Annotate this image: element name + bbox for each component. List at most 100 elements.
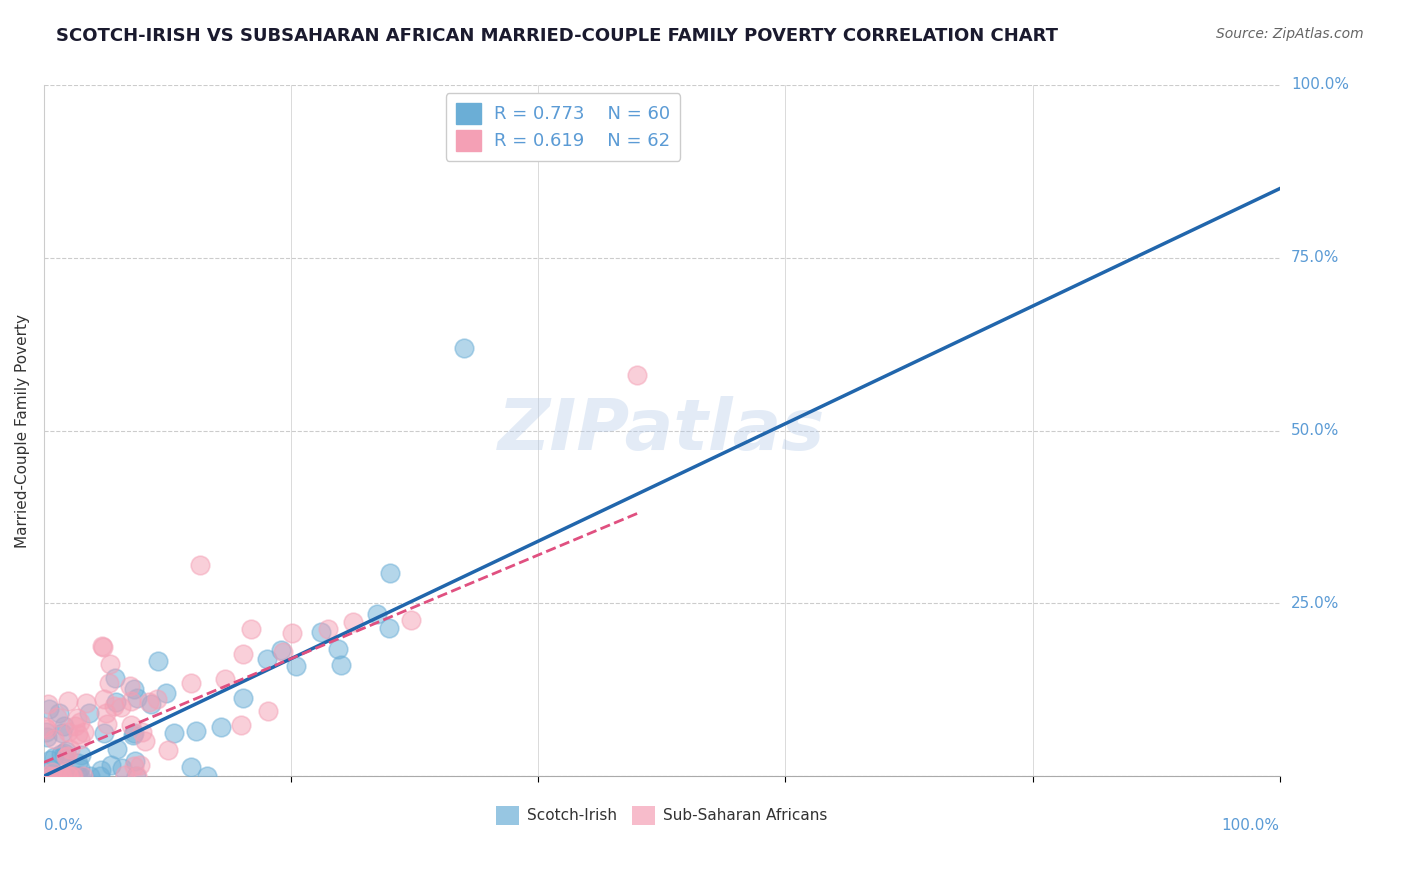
Text: 50.0%: 50.0% [1291, 423, 1339, 438]
Sub-Saharan Africans [56, 749, 79, 764]
Scotch-Irish [195, 769, 218, 783]
Scotch-Irish [55, 769, 77, 783]
Sub-Saharan Africans [62, 769, 84, 783]
Sub-Saharan Africans [72, 725, 94, 739]
Scotch-Irish [125, 769, 148, 783]
Text: 75.0%: 75.0% [1291, 251, 1339, 265]
Sub-Saharan Africans [41, 764, 63, 779]
Scotch-Irish [62, 769, 84, 783]
Sub-Saharan Africans [49, 769, 72, 783]
Scotch-Irish [180, 760, 202, 774]
Sub-Saharan Africans [120, 694, 142, 708]
Scotch-Irish [45, 769, 67, 783]
Scotch-Irish [111, 761, 134, 775]
Text: ZIPatlas: ZIPatlas [498, 396, 825, 465]
Sub-Saharan Africans [156, 743, 179, 757]
Sub-Saharan Africans [69, 731, 91, 746]
Sub-Saharan Africans [91, 639, 114, 653]
Scotch-Irish [107, 742, 129, 756]
Sub-Saharan Africans [69, 715, 91, 730]
Scotch-Irish [42, 749, 65, 764]
Scotch-Irish [453, 341, 475, 355]
Scotch-Irish [93, 725, 115, 739]
Scotch-Irish [66, 769, 89, 783]
Scotch-Irish [37, 769, 59, 783]
Sub-Saharan Africans [239, 622, 262, 636]
Sub-Saharan Africans [51, 769, 73, 783]
Sub-Saharan Africans [46, 710, 69, 724]
Scotch-Irish [35, 725, 58, 739]
Scotch-Irish [38, 702, 60, 716]
Scotch-Irish [39, 763, 62, 777]
Scotch-Irish [69, 769, 91, 783]
Sub-Saharan Africans [55, 749, 77, 764]
Scotch-Irish [330, 657, 353, 672]
Scotch-Irish [49, 769, 72, 783]
Sub-Saharan Africans [66, 727, 89, 741]
Scotch-Irish [89, 769, 111, 783]
Scotch-Irish [53, 769, 76, 783]
Sub-Saharan Africans [66, 711, 89, 725]
Sub-Saharan Africans [93, 692, 115, 706]
Sub-Saharan Africans [41, 769, 63, 783]
Sub-Saharan Africans [56, 769, 79, 783]
Sub-Saharan Africans [63, 719, 86, 733]
Sub-Saharan Africans [229, 718, 252, 732]
Scotch-Irish [284, 659, 307, 673]
Scotch-Irish [309, 625, 332, 640]
Scotch-Irish [51, 726, 73, 740]
Scotch-Irish [52, 746, 75, 760]
Sub-Saharan Africans [342, 615, 364, 629]
Scotch-Irish [52, 719, 75, 733]
Sub-Saharan Africans [120, 679, 142, 693]
Text: 25.0%: 25.0% [1291, 596, 1339, 611]
Sub-Saharan Africans [129, 758, 152, 772]
Sub-Saharan Africans [214, 672, 236, 686]
Scotch-Irish [155, 686, 177, 700]
Sub-Saharan Africans [60, 769, 83, 783]
Sub-Saharan Africans [96, 716, 118, 731]
Sub-Saharan Africans [120, 718, 142, 732]
Sub-Saharan Africans [34, 720, 56, 734]
Sub-Saharan Africans [37, 769, 59, 783]
Sub-Saharan Africans [58, 769, 80, 783]
Sub-Saharan Africans [56, 725, 79, 739]
Text: 100.0%: 100.0% [1222, 818, 1279, 832]
Scotch-Irish [38, 753, 60, 767]
Sub-Saharan Africans [127, 769, 149, 783]
Scotch-Irish [100, 757, 122, 772]
Scotch-Irish [122, 726, 145, 740]
Sub-Saharan Africans [180, 676, 202, 690]
Scotch-Irish [77, 706, 100, 720]
Scotch-Irish [79, 769, 101, 783]
Sub-Saharan Africans [72, 769, 94, 783]
Scotch-Irish [104, 672, 127, 686]
Scotch-Irish [232, 690, 254, 705]
Scotch-Irish [105, 694, 128, 708]
Text: 100.0%: 100.0% [1291, 78, 1348, 93]
Scotch-Irish [270, 642, 292, 657]
Scotch-Irish [366, 607, 388, 621]
Scotch-Irish [56, 769, 79, 783]
Scotch-Irish [380, 566, 402, 580]
Scotch-Irish [209, 720, 232, 734]
Sub-Saharan Africans [45, 769, 67, 783]
Scotch-Irish [127, 691, 149, 706]
Sub-Saharan Africans [145, 691, 167, 706]
Sub-Saharan Africans [316, 622, 339, 636]
Scotch-Irish [124, 754, 146, 768]
Scotch-Irish [122, 682, 145, 697]
Scotch-Irish [42, 769, 65, 783]
Scotch-Irish [67, 756, 90, 770]
Sub-Saharan Africans [131, 725, 153, 739]
Scotch-Irish [49, 747, 72, 761]
Scotch-Irish [37, 730, 59, 744]
Sub-Saharan Africans [110, 699, 132, 714]
Sub-Saharan Africans [188, 558, 211, 573]
Sub-Saharan Africans [626, 368, 648, 383]
Sub-Saharan Africans [93, 640, 115, 654]
Scotch-Irish [256, 652, 278, 666]
Scotch-Irish [90, 764, 112, 778]
Sub-Saharan Africans [399, 613, 422, 627]
Scotch-Irish [378, 621, 401, 635]
